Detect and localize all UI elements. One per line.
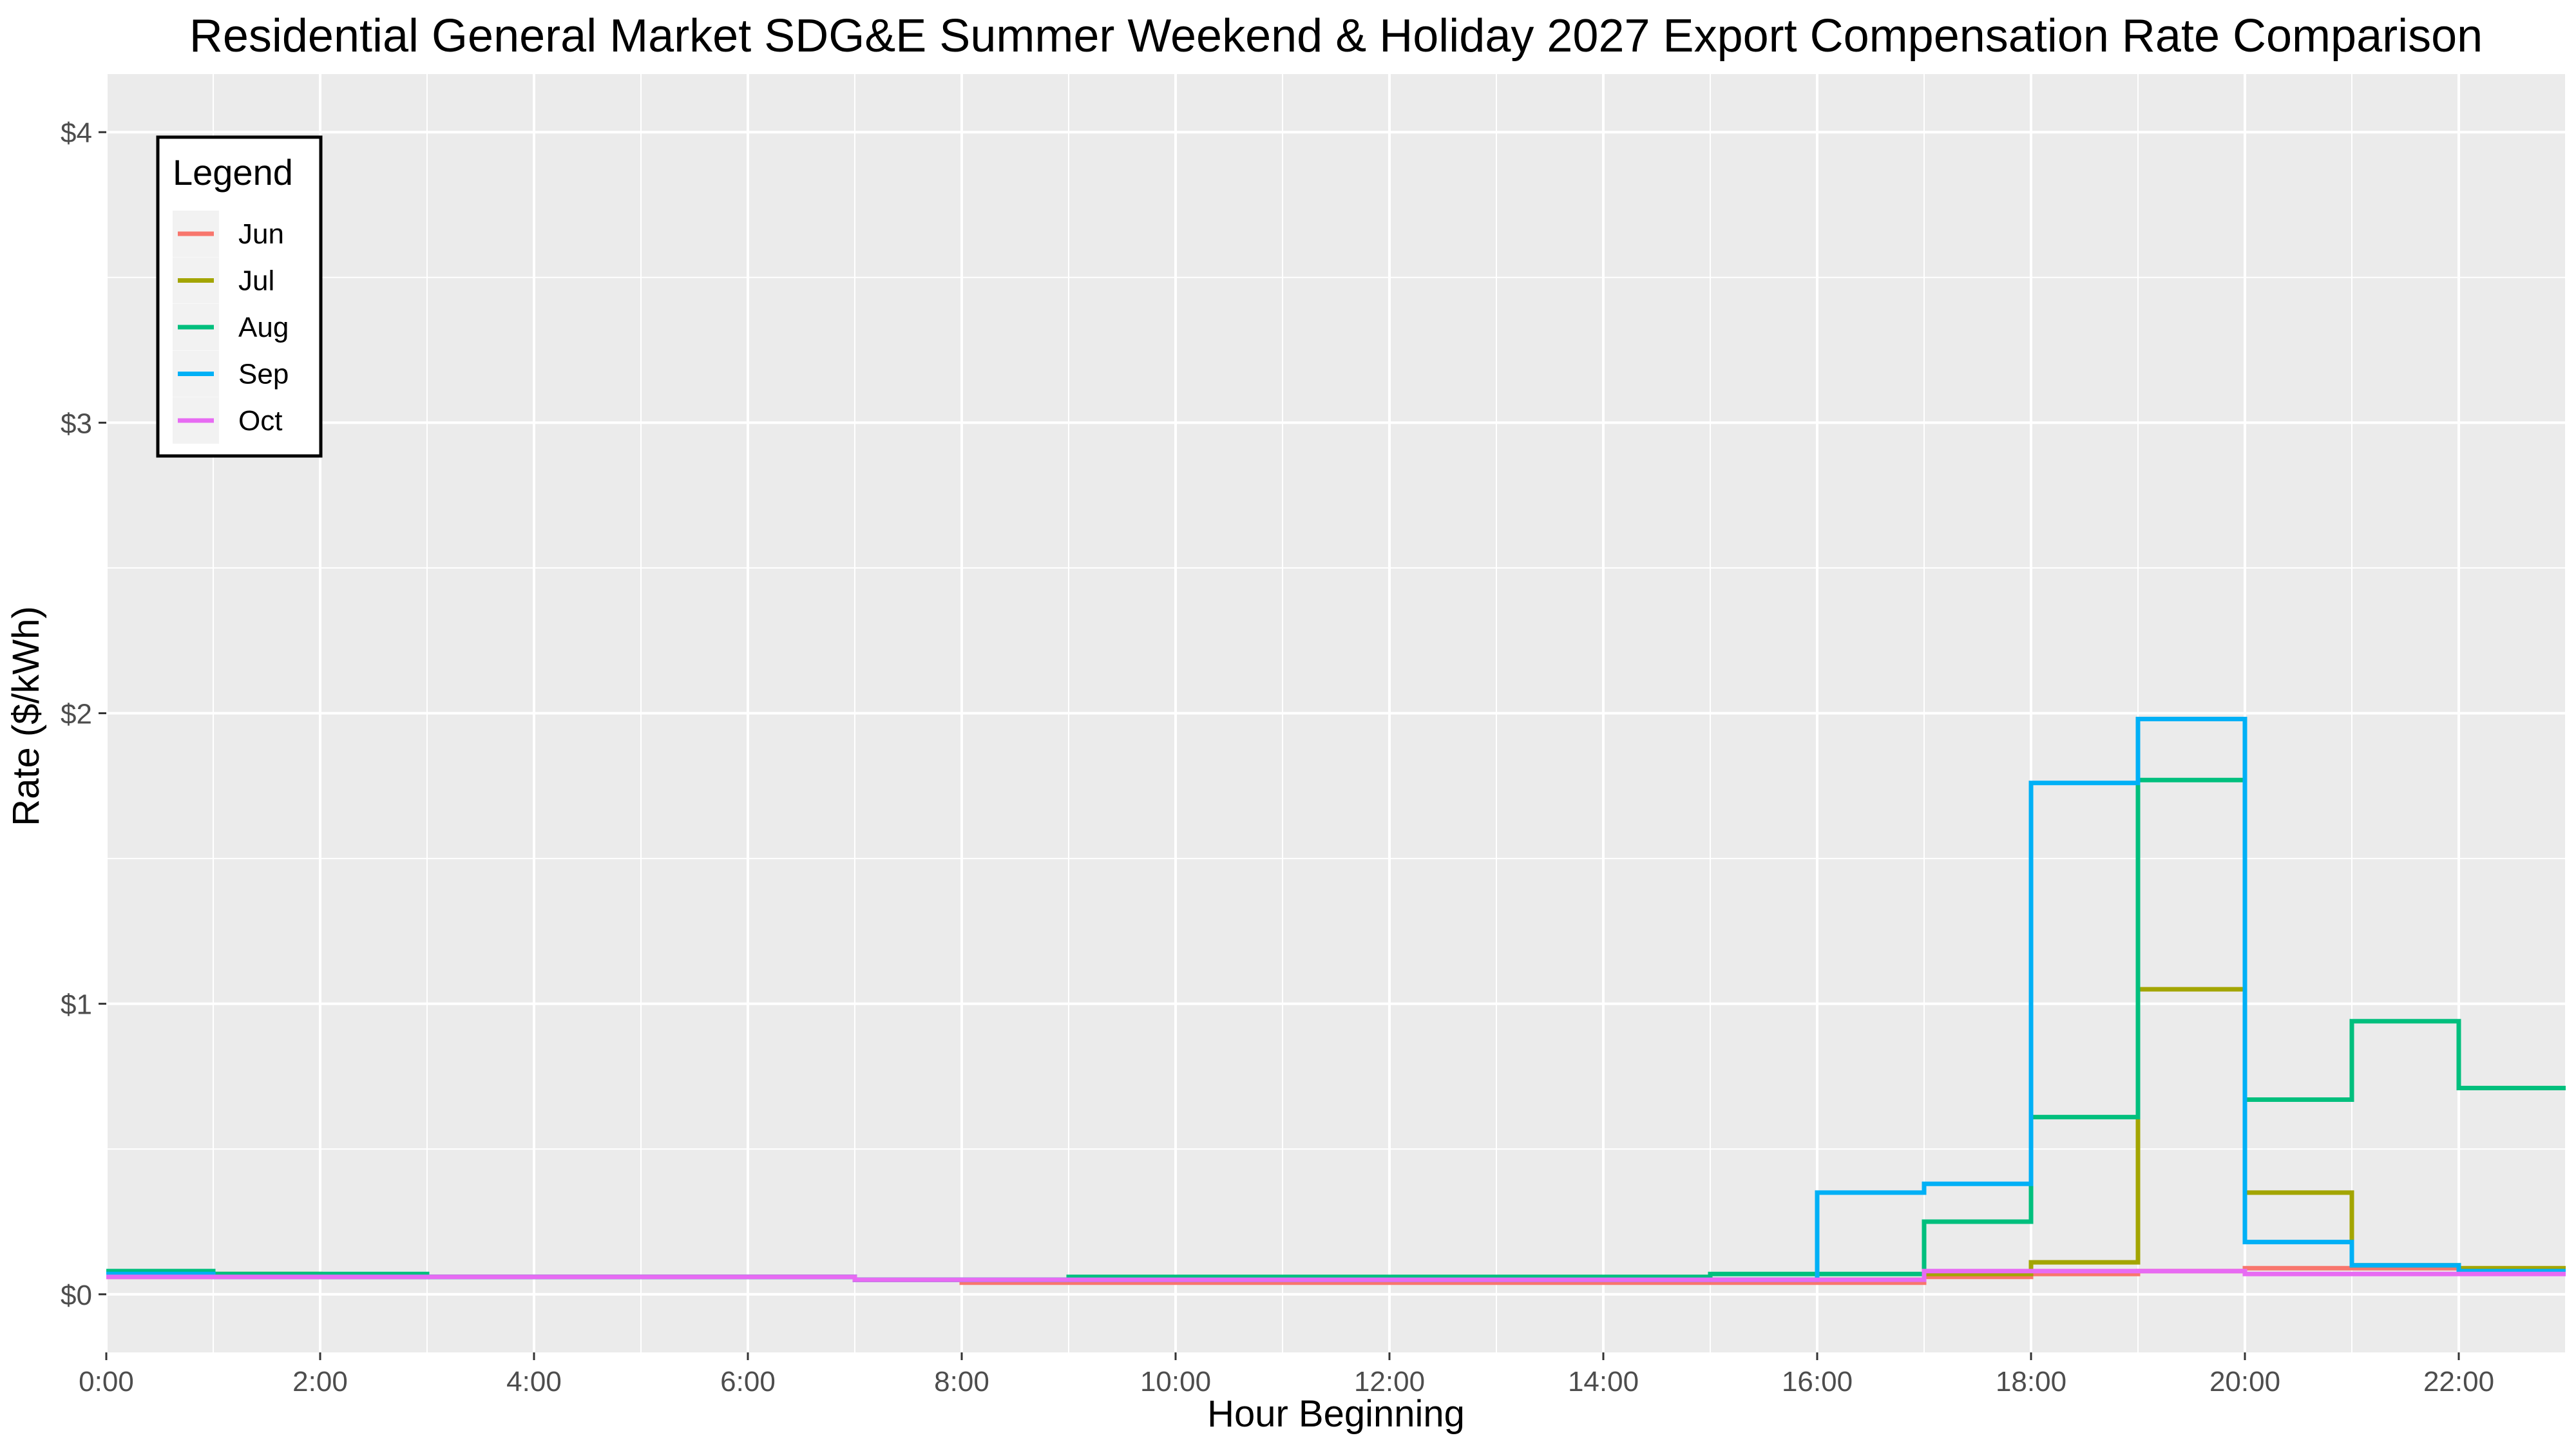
legend-items: Jun Jul Aug Sep Oct (173, 211, 289, 444)
legend-label-jun: Jun (238, 218, 284, 250)
y-axis-ticks: $0 $1 $2 $3 $4 (61, 117, 106, 1311)
legend: Legend Jun Jul Aug Sep Oct (156, 135, 323, 458)
x-tick-label: 2:00 (292, 1366, 348, 1397)
legend-label-aug: Aug (238, 312, 289, 343)
x-tick-label: 22:00 (2423, 1366, 2494, 1397)
x-axis-title: Hour Beginning (1207, 1393, 1465, 1435)
legend-title: Legend (173, 152, 293, 193)
legend-label-jul: Jul (238, 265, 274, 297)
y-tick-label: $0 (61, 1280, 92, 1311)
y-tick-label: $4 (61, 117, 92, 149)
x-tick-label: 12:00 (1354, 1366, 1425, 1397)
x-tick-label: 8:00 (934, 1366, 989, 1397)
series-line-oct (106, 1269, 2566, 1282)
x-tick-label: 20:00 (2209, 1366, 2280, 1397)
y-tick-label: $2 (61, 699, 92, 730)
x-tick-label: 16:00 (1782, 1366, 1853, 1397)
x-tick-label: 0:00 (79, 1366, 134, 1397)
x-axis-ticks: 0:00 2:00 4:00 6:00 8:00 10:00 12:00 14:00 16:00… (79, 1352, 2494, 1397)
x-tick-label: 6:00 (720, 1366, 776, 1397)
legend-label-sep: Sep (238, 359, 289, 390)
chart-title: Residential General Market SDG&E Summer … (189, 10, 2483, 62)
x-tick-label: 4:00 (506, 1366, 562, 1397)
x-tick-label: 18:00 (1996, 1366, 2066, 1397)
series-layer (106, 717, 2566, 1285)
y-tick-label: $3 (61, 408, 92, 439)
legend-label-oct: Oct (238, 405, 282, 437)
y-axis-title: Rate ($/kWh) (5, 606, 47, 826)
x-tick-label: 10:00 (1140, 1366, 1211, 1397)
y-tick-label: $1 (61, 989, 92, 1021)
x-tick-label: 14:00 (1568, 1366, 1639, 1397)
